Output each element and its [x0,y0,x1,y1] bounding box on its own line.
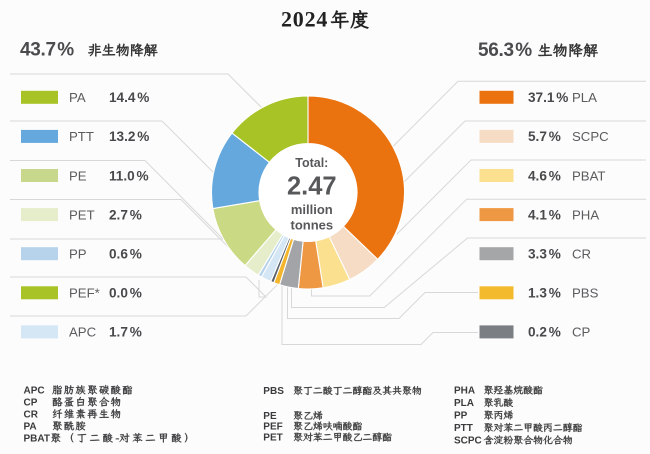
svg-text:CP: CP [572,325,591,340]
svg-text:SCPC: SCPC [454,436,482,447]
svg-text:2.47: 2.47 [287,173,337,201]
svg-text:4.1%: 4.1% [528,207,561,222]
svg-text:PE: PE [69,168,87,183]
svg-text:million: million [291,202,333,217]
svg-text:37.1%: 37.1% [528,90,568,105]
svg-text:0.0%: 0.0% [109,286,142,301]
svg-text:0.6%: 0.6% [109,247,142,262]
svg-text:PHA: PHA [454,386,475,397]
svg-text:43.7%: 43.7% [20,39,74,60]
svg-text:CR: CR [24,410,39,421]
svg-text:APC: APC [24,386,45,397]
svg-text:1.3%: 1.3% [528,286,561,301]
svg-text:3.3%: 3.3% [528,247,561,262]
svg-text:PTT: PTT [69,129,94,144]
svg-text:PLA: PLA [572,90,597,105]
svg-text:PBS: PBS [572,286,599,301]
svg-text:5.7%: 5.7% [528,129,561,144]
svg-text:PHA: PHA [572,207,599,222]
svg-text:PEF: PEF [263,422,282,433]
svg-text:4.6%: 4.6% [528,168,561,183]
svg-text:PA: PA [24,422,37,433]
svg-text:PBAT: PBAT [572,168,605,183]
svg-text:56.3%: 56.3% [478,40,532,61]
svg-text:PEF*: PEF* [69,286,100,301]
svg-text:PET: PET [69,207,95,222]
svg-text:2.7%: 2.7% [109,207,142,222]
svg-text:PE: PE [263,411,277,422]
svg-text:PBAT: PBAT [24,434,50,445]
svg-text:Total:: Total: [295,156,328,170]
svg-text:APC: APC [69,325,97,340]
svg-text:1.7%: 1.7% [109,325,142,340]
svg-text:CP: CP [24,398,38,409]
svg-text:PP: PP [454,411,468,422]
svg-text:PLA: PLA [454,398,474,409]
svg-text:PET: PET [263,433,282,444]
svg-text:2024: 2024 [281,7,328,32]
svg-text:14.4%: 14.4% [109,90,149,105]
svg-text:0.2%: 0.2% [528,325,561,340]
svg-text:PBS: PBS [263,386,284,397]
svg-text:PP: PP [69,247,87,262]
svg-text:11.0%: 11.0% [109,168,149,183]
svg-text:13.2%: 13.2% [109,129,149,144]
svg-text:CR: CR [572,247,591,262]
svg-text:tonnes: tonnes [290,218,333,233]
svg-text:PA: PA [69,90,86,105]
svg-text:SCPC: SCPC [572,129,609,144]
svg-text:PTT: PTT [454,423,473,434]
